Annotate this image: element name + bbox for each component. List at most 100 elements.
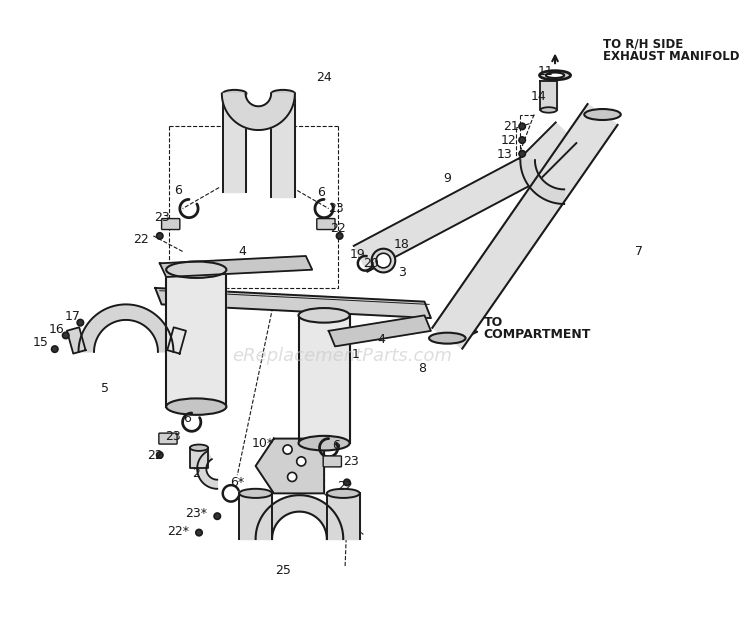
- Text: 6: 6: [332, 440, 340, 452]
- Text: 3: 3: [398, 266, 406, 279]
- Text: 6*: 6*: [230, 476, 244, 489]
- Text: 23: 23: [154, 211, 170, 224]
- Circle shape: [519, 137, 525, 144]
- Text: 22: 22: [338, 480, 353, 493]
- Text: 23*: 23*: [185, 507, 207, 520]
- Ellipse shape: [541, 107, 556, 113]
- FancyBboxPatch shape: [323, 456, 341, 467]
- Ellipse shape: [298, 308, 350, 323]
- Circle shape: [283, 445, 292, 454]
- Text: 4: 4: [378, 334, 386, 346]
- Circle shape: [157, 452, 163, 458]
- Ellipse shape: [272, 90, 295, 97]
- Circle shape: [196, 530, 202, 536]
- Text: 13: 13: [497, 148, 513, 161]
- Circle shape: [297, 457, 306, 466]
- Text: TO R/H SIDE: TO R/H SIDE: [602, 38, 682, 50]
- Circle shape: [519, 151, 525, 157]
- Polygon shape: [520, 160, 564, 204]
- Text: 6: 6: [174, 184, 182, 197]
- Text: TO: TO: [484, 316, 503, 329]
- Text: 22: 22: [147, 449, 163, 461]
- Text: 21: 21: [503, 120, 519, 133]
- Text: 12: 12: [500, 133, 516, 147]
- Polygon shape: [432, 104, 617, 348]
- Text: 15: 15: [33, 336, 49, 349]
- Circle shape: [344, 479, 350, 486]
- Text: 7: 7: [635, 245, 643, 258]
- Text: 11: 11: [538, 65, 554, 78]
- Ellipse shape: [429, 332, 466, 344]
- Polygon shape: [239, 493, 272, 539]
- Polygon shape: [354, 156, 536, 272]
- Polygon shape: [79, 304, 173, 352]
- Text: 23: 23: [344, 455, 359, 468]
- Polygon shape: [519, 122, 576, 180]
- Text: 22: 22: [134, 233, 149, 246]
- Polygon shape: [272, 94, 295, 197]
- Circle shape: [287, 472, 297, 482]
- Text: 24: 24: [316, 71, 332, 84]
- Ellipse shape: [239, 489, 272, 498]
- Ellipse shape: [546, 73, 564, 78]
- Circle shape: [157, 233, 163, 239]
- Polygon shape: [256, 438, 324, 493]
- Text: 23: 23: [328, 202, 344, 215]
- Ellipse shape: [298, 436, 350, 450]
- Polygon shape: [223, 94, 247, 192]
- Circle shape: [62, 332, 69, 339]
- Circle shape: [376, 253, 391, 268]
- Text: 25: 25: [275, 565, 291, 577]
- Ellipse shape: [327, 489, 360, 498]
- Circle shape: [371, 249, 395, 272]
- Circle shape: [337, 233, 343, 239]
- Text: 8: 8: [418, 362, 426, 375]
- Text: EXHAUST MANIFOLD: EXHAUST MANIFOLD: [602, 50, 739, 63]
- Text: COMPARTMENT: COMPARTMENT: [484, 328, 591, 341]
- Polygon shape: [166, 270, 226, 406]
- Circle shape: [214, 513, 220, 519]
- Polygon shape: [197, 451, 217, 489]
- Polygon shape: [160, 256, 312, 277]
- Text: 10*: 10*: [252, 436, 274, 450]
- Text: 18: 18: [394, 237, 410, 251]
- Text: 22*: 22*: [167, 525, 189, 538]
- Polygon shape: [298, 315, 350, 443]
- Text: 1: 1: [352, 348, 360, 361]
- Text: 4: 4: [238, 245, 246, 258]
- Ellipse shape: [166, 262, 226, 278]
- Ellipse shape: [166, 398, 226, 415]
- Text: 6: 6: [317, 186, 326, 198]
- Text: 2: 2: [192, 467, 200, 480]
- Polygon shape: [256, 495, 344, 539]
- FancyBboxPatch shape: [316, 219, 335, 230]
- Text: 20: 20: [363, 257, 379, 270]
- FancyBboxPatch shape: [159, 433, 177, 444]
- Polygon shape: [222, 94, 295, 130]
- Circle shape: [77, 320, 83, 326]
- Text: 22: 22: [330, 222, 346, 235]
- Polygon shape: [541, 81, 556, 110]
- Text: 5: 5: [101, 382, 109, 395]
- Text: eReplacementParts.com: eReplacementParts.com: [232, 348, 452, 366]
- Ellipse shape: [539, 71, 571, 80]
- Ellipse shape: [584, 109, 621, 120]
- Circle shape: [52, 346, 58, 352]
- Polygon shape: [327, 493, 360, 539]
- Polygon shape: [167, 327, 186, 353]
- Text: 16: 16: [49, 323, 64, 336]
- Text: 17: 17: [65, 310, 81, 323]
- Text: 6: 6: [183, 412, 191, 425]
- Text: 14: 14: [531, 90, 547, 103]
- Circle shape: [519, 123, 525, 130]
- Text: 19: 19: [350, 248, 366, 261]
- Ellipse shape: [190, 445, 209, 451]
- Polygon shape: [328, 315, 431, 346]
- Text: 23: 23: [166, 430, 182, 443]
- Ellipse shape: [223, 90, 247, 97]
- Polygon shape: [67, 327, 86, 353]
- Polygon shape: [190, 448, 209, 468]
- FancyBboxPatch shape: [161, 219, 180, 230]
- Text: 9: 9: [443, 172, 452, 185]
- Polygon shape: [155, 288, 431, 318]
